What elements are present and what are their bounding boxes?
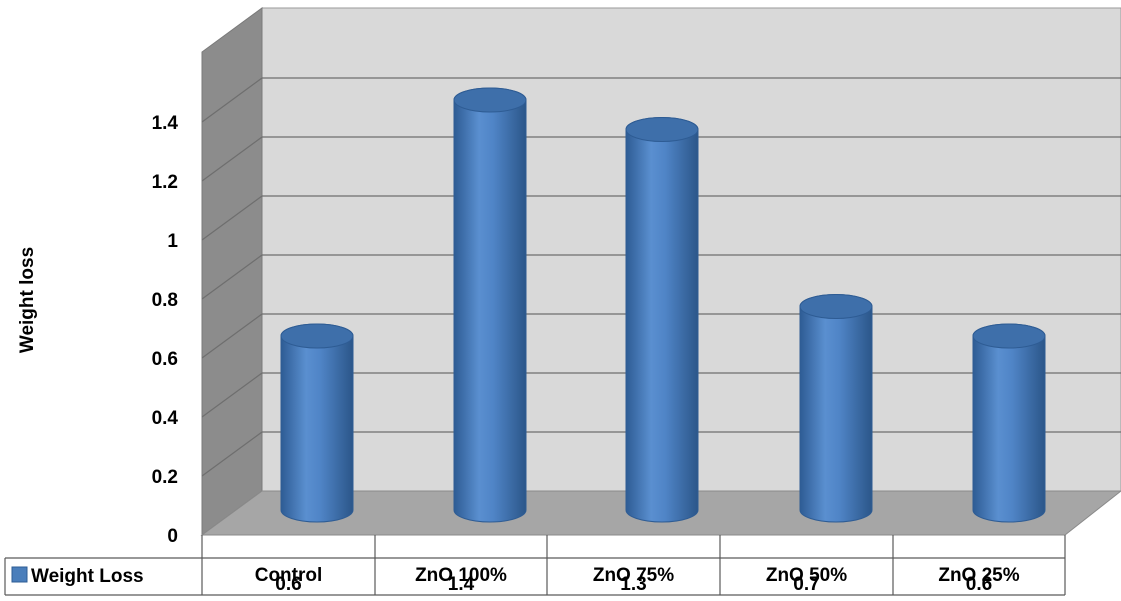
bar [280,323,354,523]
y-axis-label: Weight loss [17,247,38,353]
bar-top [972,323,1046,349]
y-tick-label: 1.4 [152,113,179,134]
category-label: Control [255,565,323,586]
bar-body [799,294,873,523]
bar [799,294,873,523]
category-label: ZnO 75% [593,565,674,586]
y-tick-label: 0.4 [152,408,179,429]
gridline-side [201,431,263,477]
gridline-side [201,313,263,359]
side-wall [201,7,263,536]
bar-body [625,117,699,523]
bar-body [280,323,354,523]
gridline-side [201,372,263,418]
bar-top [799,294,873,319]
value-label: 0.6 [275,574,301,595]
gridline-side [201,195,263,241]
bar [453,87,527,523]
gridline-side [201,77,263,123]
legend-swatch [11,566,28,583]
y-tick-label: 0.8 [152,290,178,311]
value-label: 1.3 [620,574,646,595]
value-label: 0.6 [966,574,992,595]
category-label: ZnO 25% [938,565,1019,586]
bar [972,323,1046,523]
category-label: ZnO 100% [415,565,507,586]
bar-top [625,117,699,142]
series-legend-label: Weight Loss [31,566,144,587]
bar-body [972,323,1046,523]
value-label: 1.4 [448,574,475,595]
y-tick-label: 0.2 [152,467,178,488]
gridline-side [201,254,263,300]
y-tick-labels: 0 0.2 0.4 0.6 0.8 1 1.2 1.4 [152,113,179,547]
bar-top [453,87,527,113]
value-label: 0.7 [793,574,819,595]
category-label: ZnO 50% [766,565,847,586]
bar-body [453,87,527,523]
bars [280,87,1046,523]
bar-top [280,323,354,349]
y-tick-label: 0 [167,526,178,547]
y-tick-label: 1.2 [152,172,178,193]
y-tick-label: 1 [167,231,178,252]
gridline-side [201,136,263,182]
y-tick-label: 0.6 [152,349,178,370]
bar [625,117,699,523]
